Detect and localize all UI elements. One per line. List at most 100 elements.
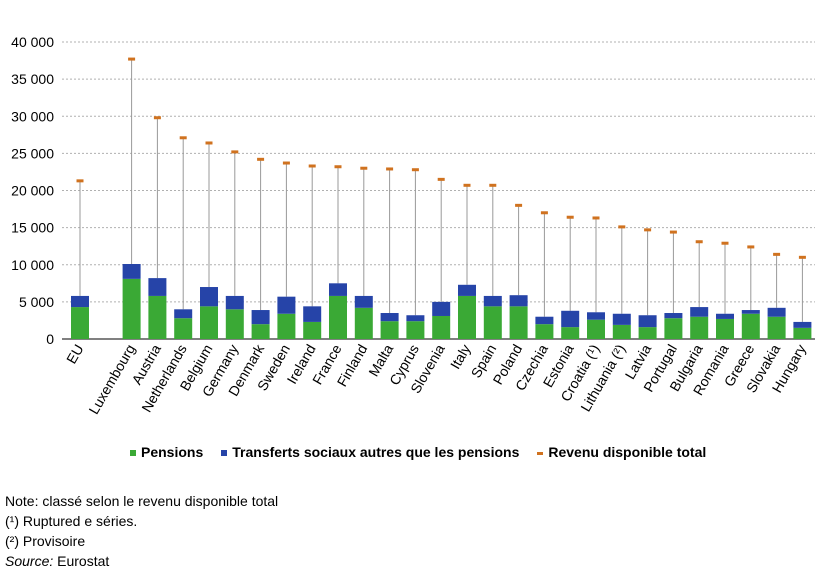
bar-pensions (354, 307, 373, 339)
legend-swatch-blue (221, 450, 228, 457)
y-tick-label: 5 000 (19, 294, 54, 310)
bar-transfers (664, 313, 683, 319)
note-source: Source: Eurostat (5, 551, 278, 571)
bar-transfers (354, 295, 373, 308)
bar-pensions (535, 324, 554, 339)
marker-revenue (205, 141, 213, 145)
bar-pensions (329, 295, 347, 339)
bar-transfers (200, 287, 218, 307)
bar-transfers (406, 315, 425, 322)
bar-transfers (174, 309, 193, 319)
bar-pensions (122, 278, 141, 339)
marker-revenue (592, 216, 600, 220)
marker-revenue (128, 57, 136, 61)
marker-revenue (695, 240, 703, 244)
y-tick-label: 15 000 (11, 220, 54, 236)
bar-pensions (251, 324, 270, 339)
bar-pensions (483, 306, 502, 339)
marker-revenue (153, 116, 161, 120)
marker-revenue (566, 215, 574, 219)
bar-pensions (225, 309, 244, 339)
legend-item-pensions: Pensions (130, 444, 203, 460)
bar-pensions (741, 313, 760, 339)
bar-pensions (716, 318, 734, 339)
bar-transfers (225, 295, 244, 310)
marker-revenue (179, 136, 187, 140)
marker-revenue (437, 177, 445, 181)
bar-transfers (535, 316, 554, 325)
bar-transfers (251, 310, 270, 325)
notes: Note: classé selon le revenu disponible … (5, 491, 278, 571)
bar-pensions (638, 327, 657, 339)
bar-transfers (767, 307, 786, 317)
y-tick-label: 30 000 (11, 108, 54, 124)
bar-pensions (509, 306, 528, 339)
marker-revenue (644, 228, 652, 232)
bar-pensions (432, 315, 451, 339)
marker-revenue (747, 245, 755, 249)
marker-revenue (76, 179, 84, 183)
legend-label: Pensions (141, 444, 204, 460)
bar-pensions (380, 321, 399, 339)
bar-transfers (71, 295, 89, 308)
bar-pensions (664, 318, 683, 339)
bar-transfers (638, 315, 657, 328)
bar-pensions (690, 316, 709, 339)
bar-transfers (329, 283, 347, 296)
y-tick-label: 25 000 (11, 145, 54, 161)
source-value: Eurostat (53, 553, 110, 569)
bar-transfers (561, 310, 580, 328)
bar-pensions (303, 321, 322, 339)
bar-transfers (458, 284, 476, 296)
bar-pensions (587, 319, 605, 339)
marker-revenue (618, 225, 626, 229)
bar-pensions (277, 313, 296, 339)
bar-transfers (741, 310, 760, 314)
marker-revenue (231, 150, 239, 154)
bar-transfers (380, 313, 399, 322)
bar-pensions (793, 327, 812, 339)
bar-transfers (483, 295, 502, 307)
marker-revenue (334, 165, 342, 169)
legend-swatch-orange (537, 451, 544, 455)
marker-revenue (282, 161, 290, 165)
marker-revenue (515, 203, 523, 207)
bar-pensions (612, 324, 631, 339)
marker-revenue (669, 230, 677, 234)
note-ranking: Note: classé selon le revenu disponible … (5, 493, 279, 509)
x-tick-label: EU (63, 342, 87, 367)
bar-transfers (122, 264, 141, 279)
bar-transfers (587, 312, 605, 320)
bar-pensions (174, 318, 193, 339)
bar-transfers (303, 306, 322, 322)
bar-transfers (716, 313, 734, 319)
note-break: (¹) Ruptured e séries. (5, 513, 138, 529)
y-tick-label: 20 000 (11, 183, 54, 199)
bar-transfers (148, 278, 167, 296)
bar-chart: 0 5 000 10 000 15 000 20 000 25 000 30 000 35 0… (11, 34, 815, 417)
marker-revenue (773, 252, 781, 256)
marker-revenue (360, 166, 368, 170)
bar-pensions (148, 295, 167, 339)
marker-revenue (463, 183, 471, 187)
bar-transfers (612, 313, 631, 325)
marker-revenue (386, 167, 394, 171)
bar-pensions (458, 295, 476, 339)
marker-revenue (489, 183, 497, 187)
legend-swatch-green (130, 450, 136, 457)
marker-revenue (540, 211, 548, 215)
bar-pensions (767, 316, 786, 339)
marker-revenue (721, 241, 729, 245)
bar-pensions (406, 321, 425, 339)
legend-label: Revenu disponible total (548, 444, 707, 460)
y-tick-label: 35 000 (11, 71, 54, 87)
y-tick-label: 10 000 (11, 257, 54, 273)
bar-pensions (561, 327, 580, 339)
legend-label: Transferts sociaux autres que les pensio… (232, 444, 520, 460)
legend: Pensions Transferts sociaux autres que l… (130, 444, 706, 460)
bar-pensions (200, 306, 218, 339)
marker-revenue (308, 164, 316, 168)
marker-revenue (411, 168, 419, 172)
marker-revenue (798, 255, 806, 259)
